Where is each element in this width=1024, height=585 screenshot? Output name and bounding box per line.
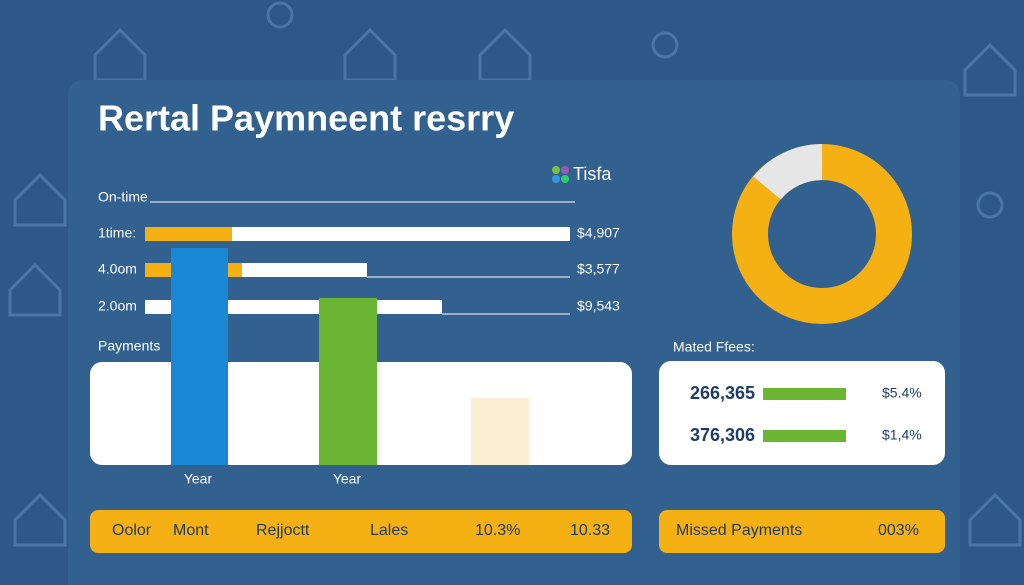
footer-item: Lales <box>370 522 408 539</box>
row-amount: $3,577 <box>577 261 620 277</box>
fee-value: $5.4% <box>882 385 922 401</box>
payments-heading: Payments <box>98 338 160 354</box>
donut-segment <box>753 144 823 201</box>
fee-value: $1,4% <box>882 427 922 443</box>
fee-number: 266,365 <box>690 383 755 403</box>
row-label: 2.0om <box>98 298 137 314</box>
logo-dot <box>561 166 569 174</box>
bar-label: Year <box>333 471 362 487</box>
bar-white <box>242 263 367 277</box>
bar-yellow <box>145 227 232 241</box>
footer-item: Mont <box>173 522 209 539</box>
row-amount: $4,907 <box>577 225 620 241</box>
fee-bar <box>763 388 846 400</box>
fees-panel <box>659 361 945 465</box>
footer-panel <box>659 510 945 553</box>
fee-number: 376,306 <box>690 425 755 445</box>
bar-white <box>232 227 570 241</box>
logo-dot <box>561 175 569 183</box>
background-icons <box>8 1 1022 547</box>
bar-green <box>319 298 377 465</box>
footer-panel <box>90 510 632 553</box>
footer-item: 10.3% <box>475 522 520 539</box>
logo: Tisfa <box>573 164 612 184</box>
footer-item: Missed Payments <box>676 522 802 539</box>
logo-dot <box>552 166 560 174</box>
title: Rertal Paymneent resrry <box>98 98 514 139</box>
footer-item: Rejjoctt <box>256 522 310 539</box>
footer-item: 10.33 <box>570 522 610 539</box>
fee-bar <box>763 430 846 442</box>
row-amount: $9,543 <box>577 298 620 314</box>
bar-label: Year <box>184 471 213 487</box>
row-label: 4.0om <box>98 261 137 277</box>
row-label: 1time: <box>98 225 136 241</box>
bar-blue <box>171 248 228 465</box>
bar-cream <box>471 398 529 465</box>
logo-dot <box>552 175 560 183</box>
chart-heading: On-time <box>98 189 148 205</box>
footer-item: Oolor <box>112 522 152 539</box>
footer-item: 003% <box>878 522 919 539</box>
fees-heading: Mated Ffees: <box>673 339 755 355</box>
